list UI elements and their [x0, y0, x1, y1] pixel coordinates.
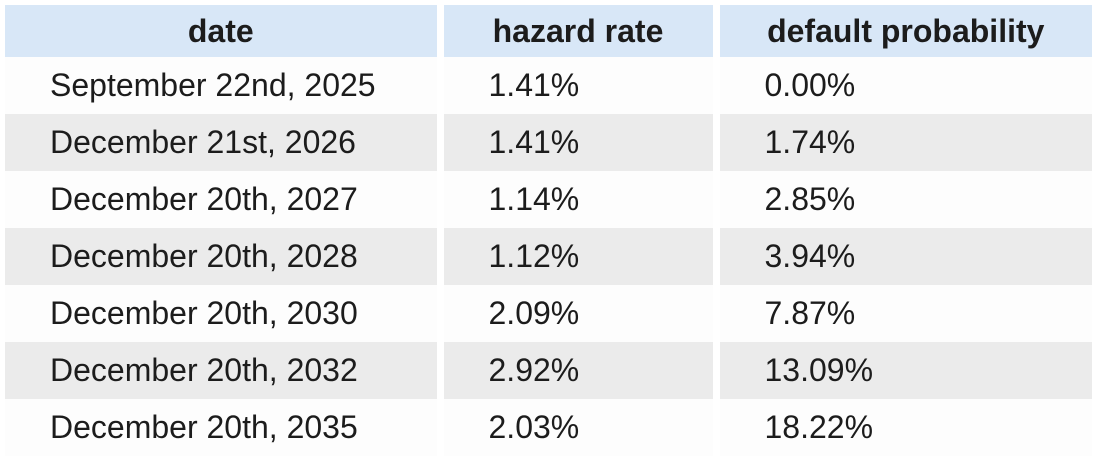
- cell-default-probability: 0.00%: [712, 57, 1092, 114]
- cell-hazard-rate: 1.14%: [436, 171, 716, 228]
- cell-default-probability: 7.87%: [712, 285, 1092, 342]
- cell-hazard-rate: 2.03%: [436, 399, 716, 456]
- table-header: date hazard rate default probability: [5, 5, 1092, 57]
- table-row: December 20th, 2027 1.14% 2.85%: [5, 171, 1092, 228]
- table-body: September 22nd, 2025 1.41% 0.00% Decembe…: [5, 57, 1092, 456]
- header-row: date hazard rate default probability: [5, 5, 1092, 57]
- table-row: December 21st, 2026 1.41% 1.74%: [5, 114, 1092, 171]
- cell-date: December 20th, 2032: [50, 352, 358, 388]
- cell-hazard-rate: 1.12%: [436, 228, 716, 285]
- table-row: December 20th, 2032 2.92% 13.09%: [5, 342, 1092, 399]
- cell-hazard-rate: 1.41%: [436, 114, 716, 171]
- cell-date: September 22nd, 2025: [50, 67, 376, 103]
- cell-default-probability: 1.74%: [712, 114, 1092, 171]
- table-row: December 20th, 2028 1.12% 3.94%: [5, 228, 1092, 285]
- cell-hazard-rate: 2.92%: [436, 342, 716, 399]
- table-row: December 20th, 2030 2.09% 7.87%: [5, 285, 1092, 342]
- hazard-rate-table: date hazard rate default probability Sep…: [5, 5, 1092, 456]
- cell-default-probability: 13.09%: [712, 342, 1092, 399]
- cell-default-probability: 3.94%: [712, 228, 1092, 285]
- cell-date: December 20th, 2027: [50, 181, 358, 217]
- header-date: date: [5, 5, 440, 57]
- cell-default-probability: 2.85%: [712, 171, 1092, 228]
- cell-default-probability: 18.22%: [712, 399, 1092, 456]
- header-hazard-rate: hazard rate: [436, 5, 716, 57]
- cell-hazard-rate: 2.09%: [436, 285, 716, 342]
- cell-date: December 20th, 2035: [50, 409, 358, 445]
- header-default-probability: default probability: [712, 5, 1092, 57]
- table-row: December 20th, 2035 2.03% 18.22%: [5, 399, 1092, 456]
- cell-date: December 21st, 2026: [50, 124, 356, 160]
- cell-date: December 20th, 2028: [50, 238, 358, 274]
- table-row: September 22nd, 2025 1.41% 0.00%: [5, 57, 1092, 114]
- cell-date: December 20th, 2030: [50, 295, 358, 331]
- cell-hazard-rate: 1.41%: [436, 57, 716, 114]
